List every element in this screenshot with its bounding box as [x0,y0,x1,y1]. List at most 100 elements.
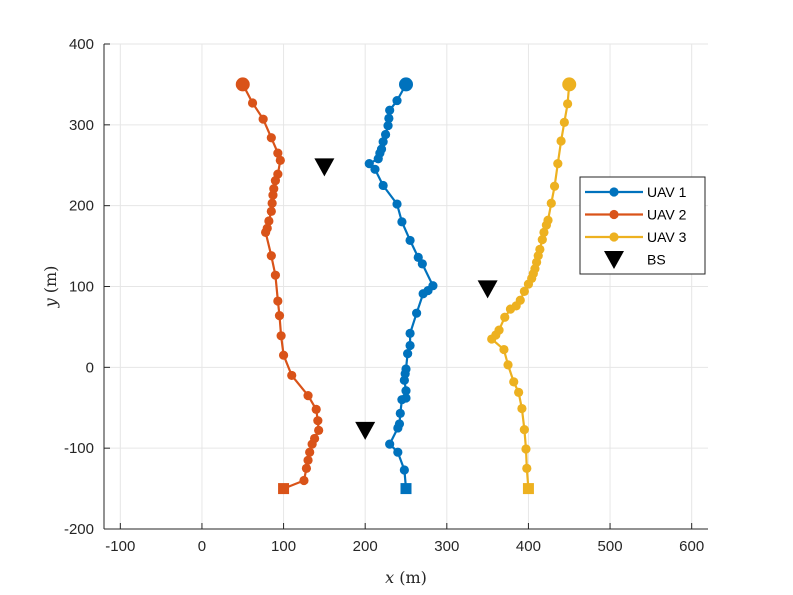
x-tick-label: 300 [434,538,459,555]
bs-marker [477,280,498,299]
waypoint [522,463,532,473]
waypoint [303,455,313,465]
waypoint [261,227,271,237]
x-tick-label: 100 [271,538,296,555]
x-tick-label: -100 [105,538,135,555]
waypoint [380,129,391,140]
axis-labels: x (m)y (m) [41,266,427,587]
y-tick-label: 200 [69,198,94,215]
waypoint [373,154,383,164]
x-axis-label: x (m) [385,568,427,587]
start-point [399,77,413,92]
waypoint [273,148,283,158]
waypoint [405,235,415,246]
waypoint [264,216,274,226]
waypoint [247,98,258,108]
legend-marker [609,232,619,242]
waypoint [399,465,409,475]
waypoint [305,447,315,457]
waypoint [563,99,573,109]
legend-label: UAV 3 [647,229,687,245]
waypoint [393,423,403,433]
waypoint [385,105,395,115]
waypoint [287,370,297,381]
x-axis-label-var: x [385,568,394,587]
waypoint [364,159,374,169]
legend-label: UAV 1 [647,184,687,200]
waypoint [487,334,497,344]
x-tick-label: 600 [679,538,704,555]
y-tick-label: 400 [69,36,94,53]
y-tick-label: 0 [86,359,94,376]
legend-entry: BS [604,251,666,269]
waypoint [417,259,427,269]
legend-label: UAV 2 [647,207,687,223]
waypoint [519,286,529,296]
waypoint [405,340,415,351]
waypoint [258,114,268,124]
waypoint [395,408,405,419]
y-tick-label: -200 [64,521,94,538]
series-uav-3 [487,77,577,495]
waypoint [270,176,281,186]
waypoint [273,296,283,306]
x-tick-label: 200 [353,538,378,555]
y-axis-label: y (m) [41,266,60,309]
x-tick-label: 0 [198,538,206,555]
legend-marker [609,187,619,197]
y-tick-label: 100 [69,279,94,296]
waypoint [378,137,388,147]
waypoint [392,95,402,106]
x-tick-label: 500 [598,538,623,555]
waypoint [556,136,566,146]
y-axis-label-var: y [41,297,60,308]
end-point [278,483,290,495]
waypoint [521,444,531,454]
waypoint [412,308,422,318]
legend: UAV 1 UAV 2 UAV 3 BS [579,176,706,275]
x-tick-label: 400 [516,538,541,555]
series-layer [235,77,577,495]
legend-marker [604,251,624,269]
legend-entry: UAV 2 [585,207,687,223]
waypoint [500,312,510,322]
y-tick-label: 300 [69,117,94,134]
waypoint [519,424,529,435]
start-point [235,77,250,92]
waypoint [399,375,409,385]
waypoint [559,117,569,128]
legend-entry: UAV 1 [585,184,687,200]
waypoint [514,387,524,397]
waypoint [275,155,285,165]
waypoint [267,198,277,208]
waypoint [546,198,556,208]
waypoint [397,395,407,405]
waypoint [553,159,563,169]
waypoint [397,217,407,227]
waypoint [378,180,388,191]
bs-marker [314,158,335,177]
waypoint [384,113,394,123]
y-tick-label: -100 [64,440,94,457]
waypoint [403,348,413,359]
waypoint [303,391,313,401]
waypoint [383,121,393,131]
waypoint [313,416,323,426]
waypoint [307,439,317,449]
end-point [522,483,534,495]
waypoint [401,386,411,396]
waypoint [539,227,549,237]
legend-label: BS [647,252,666,268]
waypoint [505,304,516,314]
waypoint [418,289,428,299]
waypoint [276,331,286,341]
waypoint [266,251,276,261]
legend-marker [609,209,619,220]
waypoint [266,133,276,143]
waypoint [541,220,551,230]
axes: -100 0 100 200 300 400 500 600 -200 -100 0 100 200 30… [64,36,708,555]
y-axis-label-unit: (m) [41,266,60,299]
waypoint [549,181,560,191]
bs-marker [355,421,376,440]
waypoint [517,403,527,414]
